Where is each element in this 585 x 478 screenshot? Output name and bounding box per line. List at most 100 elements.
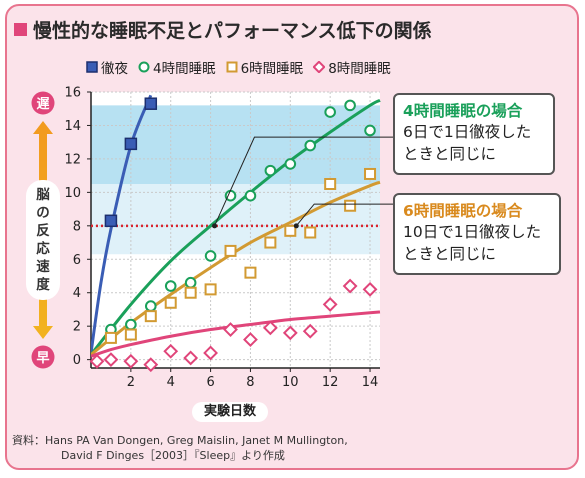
chart-title-text: 慢性的な睡眠不足とパフォーマンス低下の関係 bbox=[33, 20, 432, 42]
data-point bbox=[244, 266, 257, 279]
chart-title: 慢性的な睡眠不足とパフォーマンス低下の関係 bbox=[14, 16, 432, 43]
data-point bbox=[322, 297, 338, 312]
x-tick-label: 4 bbox=[167, 375, 175, 390]
data-point bbox=[204, 250, 217, 262]
x-tick-label: 12 bbox=[322, 375, 339, 390]
intersection-dot-6h bbox=[293, 223, 299, 229]
legend-label: 8時間睡眠 bbox=[328, 61, 391, 77]
data-point bbox=[163, 343, 179, 359]
y-tick-label: 10 bbox=[64, 186, 81, 201]
data-point bbox=[203, 345, 219, 361]
data-point bbox=[89, 353, 105, 369]
data-point bbox=[304, 139, 317, 152]
data-point bbox=[104, 331, 117, 344]
data-point bbox=[362, 281, 378, 297]
data-point bbox=[262, 320, 278, 336]
callout-4h-line2: ときと同じに bbox=[403, 145, 497, 163]
y-axis-label-char: 度 bbox=[36, 277, 50, 293]
data-point bbox=[124, 328, 137, 341]
data-point bbox=[103, 352, 119, 368]
data-point bbox=[164, 296, 177, 309]
data-point bbox=[344, 99, 356, 112]
data-point bbox=[184, 286, 197, 299]
x-tick-label: 14 bbox=[362, 375, 379, 390]
source-line-1: 資料：Hans PA Van Dongen, Greg Maislin, Jan… bbox=[12, 434, 348, 447]
data-point bbox=[125, 318, 137, 331]
callout-4h-line1: 6日で1日徹夜した bbox=[403, 123, 532, 141]
data-point bbox=[183, 350, 199, 366]
callout-6h-heading: 6時間睡眠の場合 bbox=[403, 202, 523, 220]
data-point bbox=[342, 278, 358, 294]
data-point bbox=[284, 224, 297, 237]
data-point bbox=[344, 199, 357, 212]
legend-label: 徹夜 bbox=[101, 61, 128, 77]
source-note: 資料：Hans PA Van Dongen, Greg Maislin, Jan… bbox=[12, 433, 348, 463]
source-line-2: David F Dinges［2003］『Sleep』より作成 bbox=[61, 449, 285, 462]
y-tick-label: 2 bbox=[73, 320, 81, 335]
y-tick-label: 8 bbox=[73, 219, 81, 234]
data-point bbox=[244, 189, 257, 202]
y-tick-label: 4 bbox=[73, 286, 81, 301]
legend-label: 4時間睡眠 bbox=[153, 61, 216, 77]
data-point bbox=[123, 353, 139, 369]
callout-connector-4h bbox=[214, 136, 393, 227]
callout-6h-line1: 10日で1日徹夜した bbox=[403, 223, 542, 241]
fast-badge-label: 早 bbox=[36, 351, 49, 366]
data-point bbox=[224, 189, 237, 202]
callout-6h: 6時間睡眠の場合 10日で1日徹夜した ときと同じに bbox=[393, 193, 561, 275]
y-tick-label: 16 bbox=[64, 86, 81, 101]
y-axis-label-char: 応 bbox=[36, 241, 50, 257]
square-marker-icon bbox=[226, 61, 238, 73]
data-point bbox=[304, 226, 317, 239]
data-point bbox=[302, 323, 318, 339]
y-arrow-up-head bbox=[33, 121, 53, 134]
fit-curve bbox=[91, 180, 381, 356]
y-axis-label-char: 脳 bbox=[36, 187, 50, 203]
data-point bbox=[143, 357, 159, 373]
data-point bbox=[243, 332, 258, 347]
x-axis-label: 実験日数 bbox=[192, 402, 268, 422]
x-tick-label: 8 bbox=[246, 375, 254, 390]
x-tick-label: 10 bbox=[282, 375, 299, 390]
filled-square-marker-icon bbox=[86, 61, 98, 73]
callout-4h-heading: 4時間睡眠の場合 bbox=[403, 102, 523, 120]
fast-badge bbox=[31, 345, 55, 369]
data-point bbox=[144, 300, 157, 312]
data-point bbox=[324, 178, 337, 190]
legend: 徹夜 4時間睡眠 6時間睡眠 8時間睡眠 bbox=[86, 57, 401, 77]
legend-item-4h: 4時間睡眠 bbox=[138, 57, 216, 77]
data-point bbox=[124, 137, 138, 151]
y-axis-label-char: 反 bbox=[36, 223, 50, 239]
legend-item-all-nighter: 徹夜 bbox=[86, 57, 128, 77]
callout-connector-6h bbox=[295, 203, 393, 227]
data-point bbox=[164, 280, 177, 292]
data-point bbox=[264, 236, 277, 249]
x-tick-label: 6 bbox=[206, 375, 214, 390]
fit-curve bbox=[91, 94, 153, 354]
data-point bbox=[144, 97, 158, 110]
y-axis-label-char: の bbox=[36, 205, 50, 221]
callout-4h: 4時間睡眠の場合 6日で1日徹夜した ときと同じに bbox=[393, 93, 555, 175]
data-point bbox=[364, 167, 377, 180]
data-point bbox=[282, 325, 298, 341]
data-point bbox=[144, 310, 157, 323]
title-square-icon bbox=[14, 23, 27, 36]
y-tick-label: 0 bbox=[73, 353, 81, 368]
legend-item-6h: 6時間睡眠 bbox=[226, 57, 304, 77]
slow-badge-label: 遅 bbox=[36, 97, 49, 112]
data-point bbox=[364, 124, 376, 137]
data-point bbox=[204, 283, 217, 296]
data-point bbox=[284, 158, 297, 170]
x-tick-label: 2 bbox=[127, 375, 135, 390]
legend-label: 6時間睡眠 bbox=[240, 61, 304, 77]
data-point bbox=[224, 244, 237, 257]
y-arrow-down-head bbox=[33, 326, 53, 339]
data-point bbox=[324, 106, 336, 118]
data-point bbox=[104, 214, 118, 228]
y-tick-label: 12 bbox=[64, 152, 81, 167]
intersection-dot-4h bbox=[212, 223, 218, 229]
y-axis-label-char: 速 bbox=[36, 259, 50, 275]
data-point bbox=[223, 322, 238, 337]
legend-item-8h: 8時間睡眠 bbox=[313, 57, 391, 77]
